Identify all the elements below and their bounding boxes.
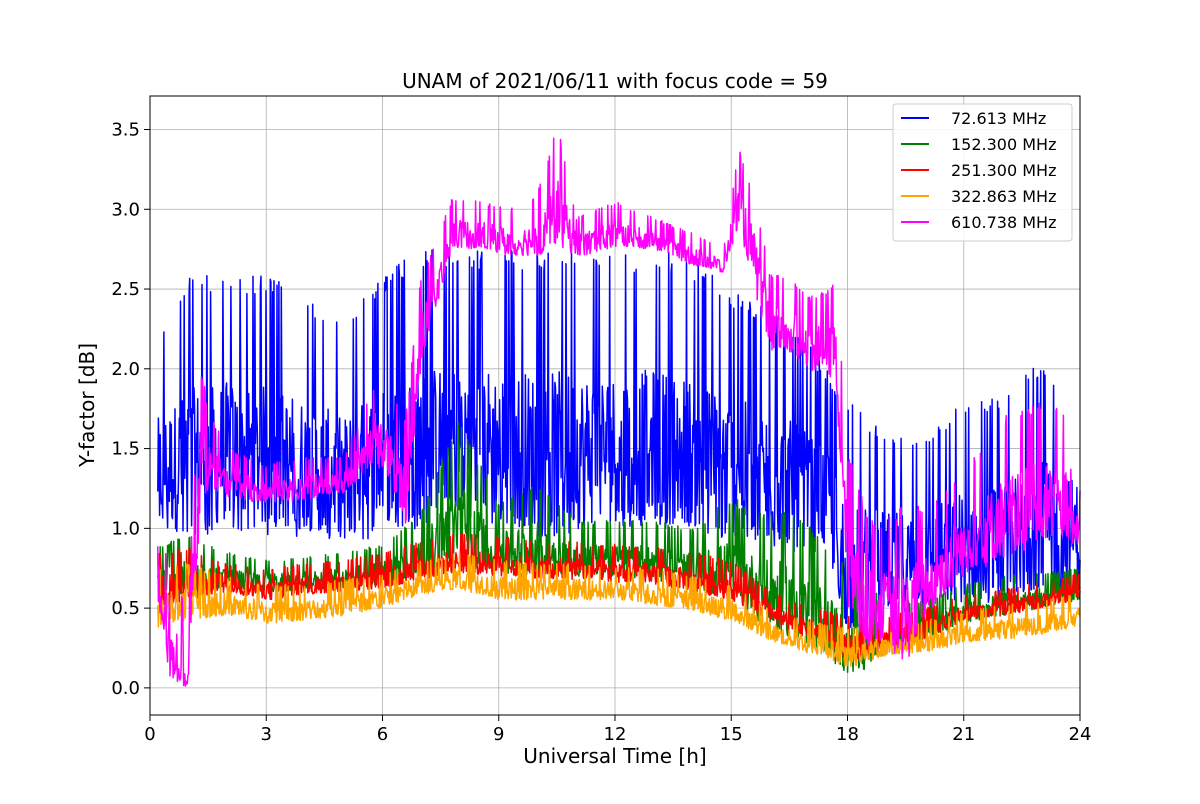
x-tick-label: 3 [261,724,272,745]
y-tick-label: 3.5 [111,120,140,141]
x-tick-label: 18 [836,724,859,745]
series-line-4 [157,137,1081,687]
y-tick-label: 1.0 [111,518,140,539]
x-tick-label: 0 [144,724,155,745]
x-tick-label: 24 [1069,724,1092,745]
y-tick-label: 3.0 [111,199,140,220]
y-axis: 0.0 0.5 1.0 1.5 2.0 2.5 3.0 3.5 [111,120,150,699]
series-line-0 [157,249,1081,636]
legend-label: 152.300 MHz [951,135,1056,154]
y-axis-label: Y-factor [dB] [75,343,99,468]
legend-box [892,103,1073,242]
legend-label: 72.613 MHz [951,109,1046,128]
legend-label: 322.863 MHz [951,187,1056,206]
x-tick-label: 15 [720,724,743,745]
legend-label: 610.738 MHz [951,213,1056,232]
legend: 72.613 MHz 152.300 MHz 251.300 MHz 322.863 … [892,103,1073,242]
x-tick-label: 12 [604,724,627,745]
x-axis: 0 3 6 9 12 15 18 21 24 [144,715,1091,745]
series-layer [157,137,1081,687]
x-tick-label: 9 [493,724,504,745]
series-line-3 [157,552,1081,667]
y-tick-label: 1.5 [111,439,140,460]
y-tick-label: 0.0 [111,678,140,699]
x-axis-label: Universal Time [h] [523,744,706,768]
y-tick-label: 2.5 [111,279,140,300]
chart-title: UNAM of 2021/06/11 with focus code = 59 [402,69,828,93]
legend-label: 251.300 MHz [951,161,1056,180]
x-tick-label: 21 [952,724,975,745]
y-tick-label: 2.0 [111,359,140,380]
x-tick-label: 6 [377,724,388,745]
y-tick-label: 0.5 [111,598,140,619]
